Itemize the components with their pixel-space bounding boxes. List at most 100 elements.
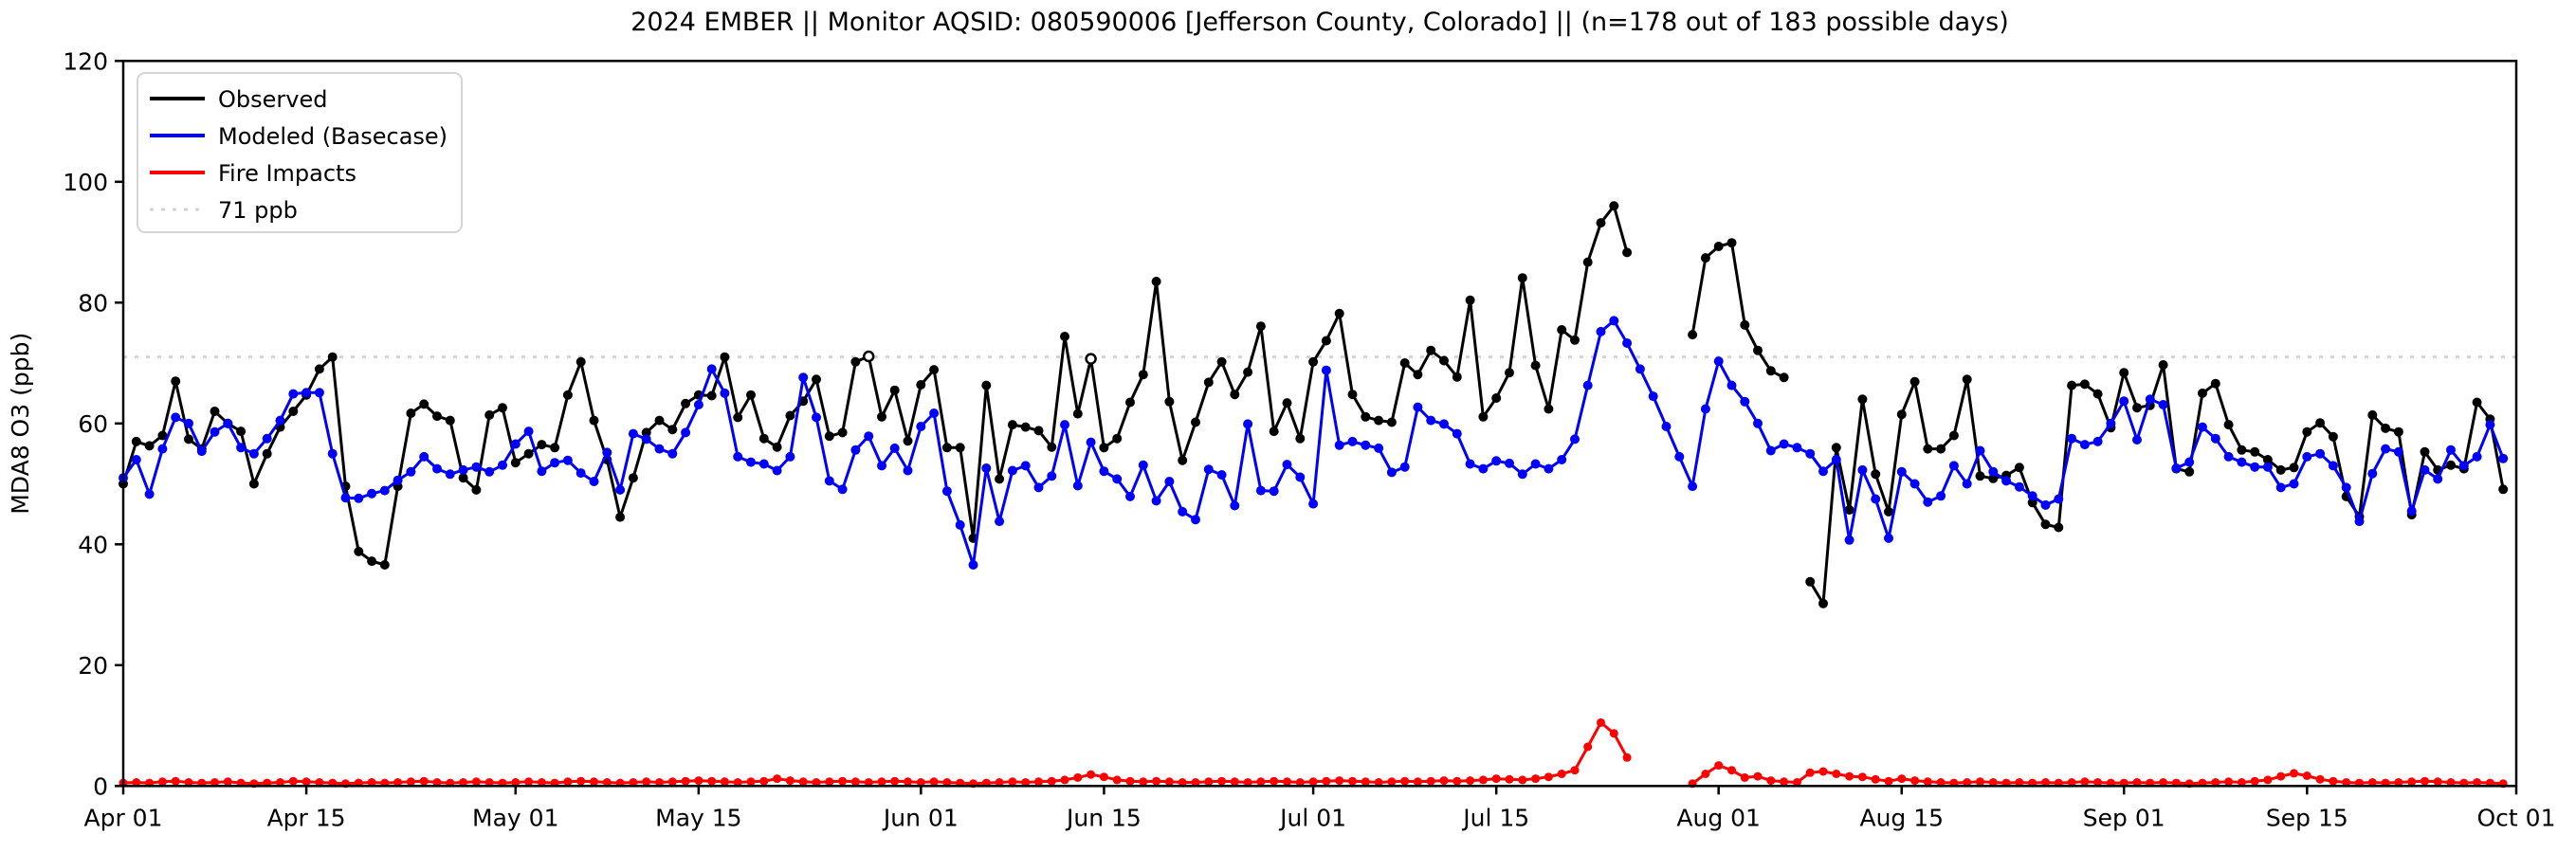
observed-series-point [248,479,259,489]
x-tick-label: Jun 15 [1065,804,1142,831]
observed-series-point [916,380,926,390]
modeled-series-point [484,466,495,477]
fire-series-point [1112,775,1122,785]
fire-series-point [1597,717,1605,727]
fire-series-point [1923,777,1932,787]
fire-series-point [2080,777,2090,787]
observed-series-point [667,425,678,435]
modeled-series-point [1151,496,1161,506]
fire-series-point [406,777,415,787]
observed-series-point [1740,319,1750,330]
observed-series-point [236,426,247,437]
fire-series-point [1374,778,1383,787]
fire-series-point [471,777,481,787]
modeled-series-point [262,433,272,444]
observed-series-point [2210,378,2220,389]
fire-series-point [1805,768,1815,777]
observed-series-point [1164,396,1175,407]
observed-series-point [2092,389,2103,399]
modeled-series-point [1661,422,1672,431]
observed-series-point [654,415,665,426]
observed-series-point [1544,404,1554,414]
modeled-series-point [562,455,573,465]
modeled-series-point [2420,464,2430,475]
modeled-series-point [1060,420,1069,430]
modeled-series-point [2223,451,2234,462]
modeled-series-point [1308,499,1319,509]
fire-series-point [1988,778,1998,787]
observed-series-point [981,380,992,390]
observed-series-point [131,436,141,446]
modeled-series-point [1439,419,1449,429]
modeled-series-point [2381,444,2391,454]
modeled-series-point [746,457,756,467]
fire-series-point [1491,774,1501,784]
observed-series-point [1426,345,1436,355]
modeled-series-point [667,448,678,459]
observed-series-point [1295,433,1306,444]
modeled-series-point [1112,474,1123,484]
modeled-series-point [1726,380,1737,390]
fire-series-point [1204,777,1214,787]
modeled-series-point [2158,400,2168,409]
observed-series-point [1988,473,1999,483]
axes: 0 20 40 60 80 100 120 Apr 01 Apr 15 May 01 May 15 J… [63,47,2555,831]
modeled-series-point [1871,494,1881,504]
observed-series-point [314,364,324,374]
observed-series-point [1596,218,1606,228]
modeled-series-point [1125,491,1135,501]
fire-series-point [157,777,167,787]
observed-series-point [2381,423,2391,433]
fire-series-point [1557,770,1566,778]
fire-series-point [864,778,873,787]
fire-series-point [1308,777,1318,787]
observed-series-point [2054,522,2064,533]
observed-series-point [327,352,338,362]
modeled-series-point [1033,482,1044,493]
fire-series-point [1439,776,1449,786]
y-tick-label: 120 [63,47,108,75]
fire-series-point [459,778,468,787]
fire-series-point [1125,776,1135,786]
observed-series-point [1072,408,1083,419]
modeled-series-point [2302,451,2312,462]
modeled-series-point [1099,466,1109,477]
modeled-series-point [236,443,247,453]
modeled-series-point [837,484,848,495]
fire-series-point [2041,778,2050,787]
modeled-series-point [432,463,442,474]
observed-series-point [1361,411,1371,422]
modeled-series-point [1765,445,1776,456]
fire-series-point [210,778,219,787]
fire-series-point [1295,778,1305,787]
fire-series-point [288,776,298,786]
observed-series-point [1505,368,1514,378]
observed-series-point [510,458,521,468]
fire-series-point [838,776,848,786]
modeled-series-point [1857,464,1868,475]
observed-series-point [2289,463,2299,473]
modeled-series-point [772,465,782,476]
modeled-series-point [903,465,913,476]
fire-series-point [1060,775,1069,785]
modeled-series-point [2250,462,2260,472]
fire-series-point [2290,769,2298,778]
modeled-series-point [2341,482,2351,493]
observed-series-point [1020,422,1031,432]
observed-series-point [850,356,861,367]
observed-series-point [1216,356,1227,367]
observed-series-point [733,412,743,423]
modeled-series-point [654,444,665,454]
modeled-series-point [1138,460,1148,470]
observed-series-point [2067,380,2077,390]
fire-series-point [1871,774,1880,784]
legend-threshold-label: 71 ppb [218,197,298,224]
x-tick-label: Sep 15 [2266,804,2348,831]
modeled-series-point [379,485,390,496]
fire-series-point [1466,776,1475,786]
fire-series-line [122,720,1629,786]
modeled-series-point [1399,462,1410,472]
observed-series-point [1491,393,1502,403]
modeled-series-point [2001,476,2012,486]
fire-series-point [1139,777,1148,787]
